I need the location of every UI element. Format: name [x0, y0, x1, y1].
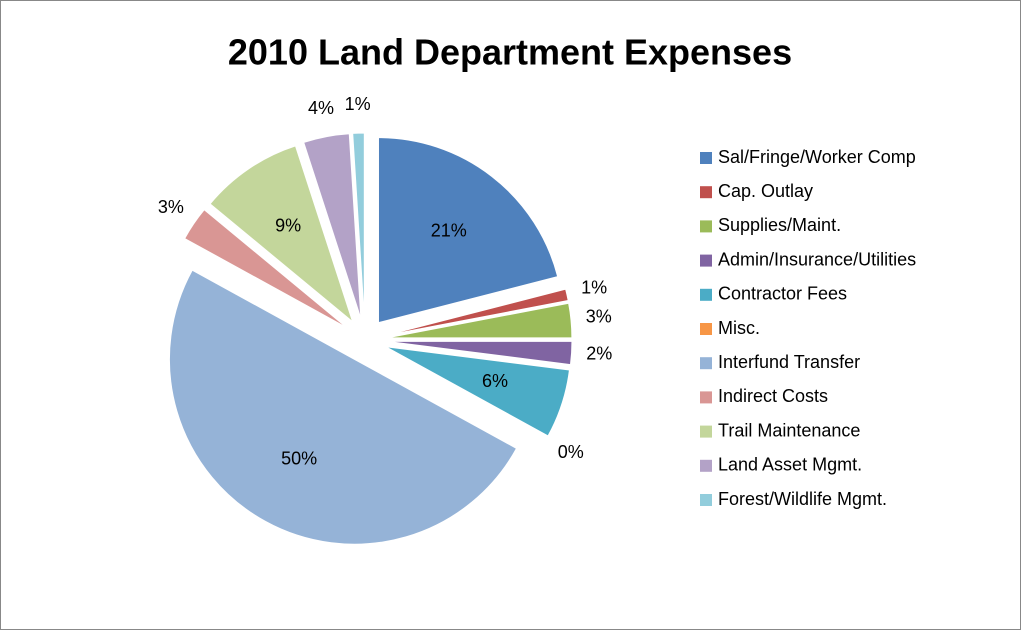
pie-slice: [386, 340, 573, 366]
pie-slice: [209, 145, 354, 324]
legend-marker: [700, 459, 712, 472]
data-label: 3%: [158, 197, 184, 217]
legend-label: Cap. Outlay: [718, 181, 813, 201]
data-label: 21%: [431, 221, 467, 241]
pie-slice: [385, 346, 571, 437]
data-label: 4%: [308, 98, 334, 118]
data-label: 6%: [482, 371, 508, 391]
pie-slice: [303, 133, 362, 319]
legend-marker: [700, 152, 712, 164]
legend-label: Sal/Fringe/Worker Comp: [718, 147, 916, 167]
data-label: 3%: [586, 307, 612, 327]
legend-marker: [700, 357, 712, 370]
legend-marker: [700, 391, 712, 404]
data-label: 2%: [586, 343, 612, 363]
legend-label: Land Asset Mgmt.: [718, 455, 862, 475]
legend-marker: [700, 323, 712, 335]
pie-slice: [386, 288, 569, 336]
legend-label: Interfund Transfer: [718, 352, 860, 372]
legend-marker: [700, 288, 712, 301]
pie-slice: [169, 269, 518, 545]
legend-label: Trail Maintenance: [718, 420, 860, 440]
pie-slice: [377, 137, 559, 324]
legend-label: Supplies/Maint.: [718, 215, 841, 235]
data-label: 50%: [281, 449, 317, 469]
data-label: 1%: [345, 94, 371, 114]
legend-label: Indirect Costs: [718, 386, 828, 406]
legend-label: Forest/Wildlife Mgmt.: [718, 489, 887, 509]
legend-marker: [700, 220, 712, 233]
pie-slice: [184, 209, 348, 329]
data-label: 9%: [275, 216, 301, 236]
pie-slice: [386, 302, 573, 339]
legend-label: Contractor Fees: [718, 284, 847, 304]
legend-marker: [700, 425, 712, 438]
legend-label: Admin/Insurance/Utilities: [718, 249, 916, 269]
legend-marker: [700, 186, 712, 199]
legend-label: Misc.: [718, 318, 760, 338]
legend-marker: [700, 494, 712, 506]
pie-slice: [352, 132, 365, 319]
chart-title: 2010 Land Department Expenses: [228, 32, 792, 73]
data-label: 0%: [558, 442, 584, 462]
data-label: 1%: [581, 278, 607, 298]
legend-marker: [700, 254, 712, 267]
